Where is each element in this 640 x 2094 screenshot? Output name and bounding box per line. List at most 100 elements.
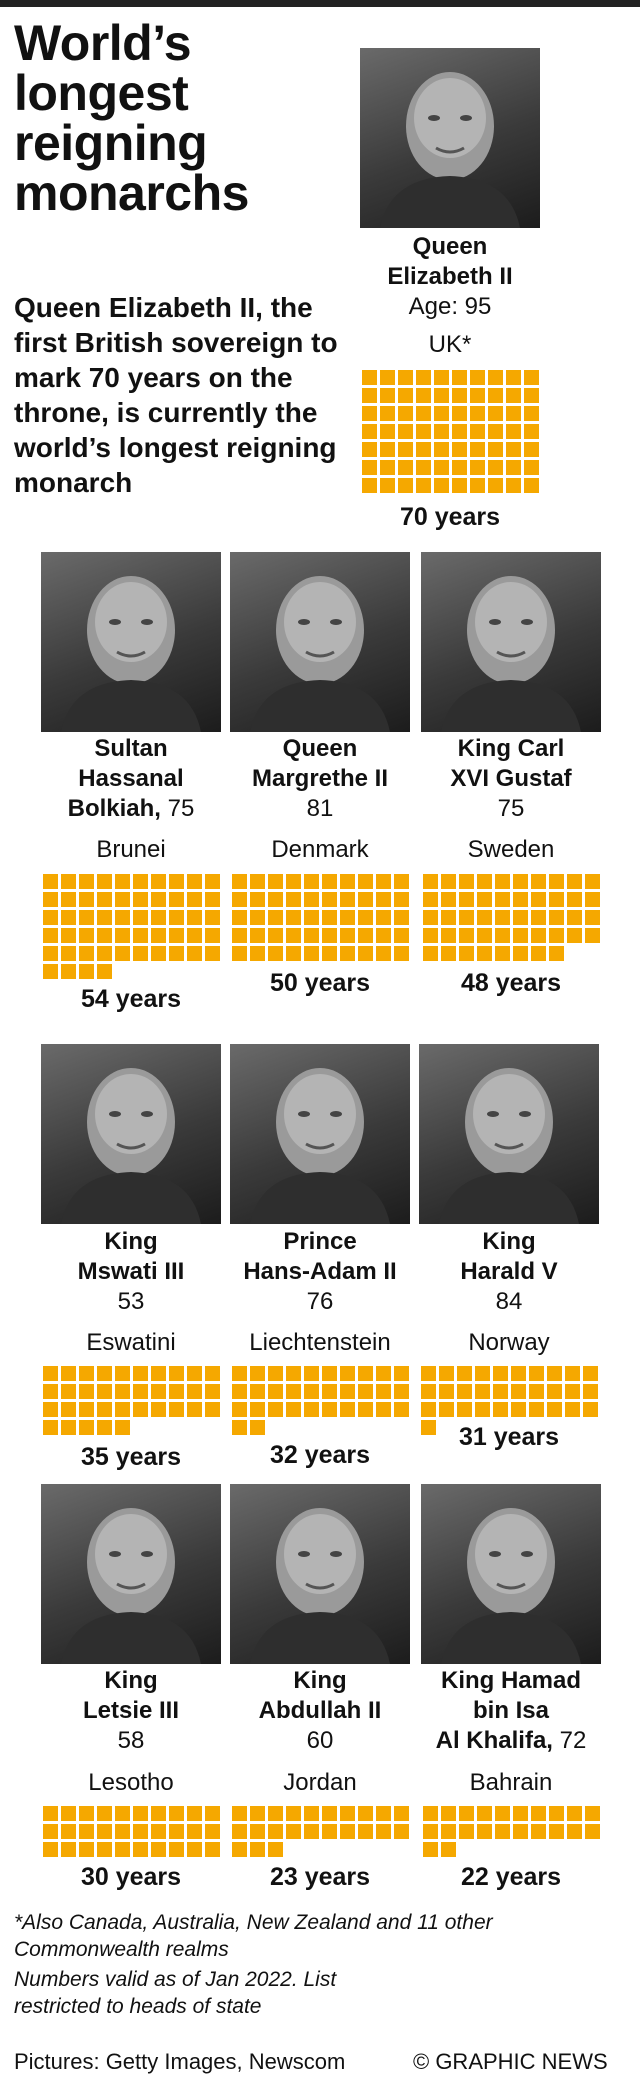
year-square (530, 892, 546, 907)
year-square (150, 1806, 166, 1821)
year-square (60, 1824, 76, 1839)
monarch-name-eswatini: King Mswati III 53 (77, 1228, 185, 1315)
portrait-photo-denmark (230, 552, 410, 732)
year-square (60, 1420, 76, 1435)
year-square (114, 1366, 130, 1381)
year-square (96, 1806, 112, 1821)
year-square (204, 910, 220, 925)
year-square (375, 892, 391, 907)
year-square (523, 370, 539, 385)
years-label-bahrain: 22 years (460, 1863, 562, 1891)
year-square (469, 460, 485, 475)
year-square (510, 1402, 526, 1417)
year-square (285, 1824, 301, 1839)
year-square (564, 1366, 580, 1381)
year-square (339, 1366, 355, 1381)
year-square (494, 892, 510, 907)
year-square (78, 1366, 94, 1381)
year-square (42, 1384, 58, 1399)
year-square (150, 874, 166, 889)
country-label-brunei: Brunei (96, 836, 166, 863)
year-square (397, 424, 413, 439)
year-square (321, 892, 337, 907)
year-square (168, 1402, 184, 1417)
year-square (393, 928, 409, 943)
year-square (339, 910, 355, 925)
year-square (456, 1384, 472, 1399)
year-square (267, 946, 283, 961)
year-square (168, 946, 184, 961)
year-square (438, 1402, 454, 1417)
year-square (78, 910, 94, 925)
year-square (510, 1384, 526, 1399)
year-square (339, 1402, 355, 1417)
year-square (379, 370, 395, 385)
year-square (339, 874, 355, 889)
year-square (505, 406, 521, 421)
year-square (523, 478, 539, 493)
year-square (267, 1806, 283, 1821)
year-square (267, 910, 283, 925)
year-square (548, 946, 564, 961)
year-square (512, 946, 528, 961)
year-square (476, 892, 492, 907)
year-square (375, 1384, 391, 1399)
year-square (267, 1402, 283, 1417)
year-square (530, 1806, 546, 1821)
year-square (285, 928, 301, 943)
year-square (96, 946, 112, 961)
year-square (78, 1824, 94, 1839)
year-square (285, 892, 301, 907)
year-square (476, 874, 492, 889)
year-square (168, 1806, 184, 1821)
year-square (321, 874, 337, 889)
year-square (303, 1824, 319, 1839)
year-square (548, 892, 564, 907)
year-square (357, 1384, 373, 1399)
year-square (357, 892, 373, 907)
year-square (584, 1806, 600, 1821)
year-square (584, 910, 600, 925)
year-square (186, 892, 202, 907)
year-square (357, 928, 373, 943)
year-square (487, 388, 503, 403)
year-square (375, 928, 391, 943)
country-label-lesotho: Lesotho (88, 1769, 174, 1796)
year-square (150, 1366, 166, 1381)
year-square (393, 1824, 409, 1839)
year-square (150, 1384, 166, 1399)
year-square (582, 1366, 598, 1381)
year-square (458, 1806, 474, 1821)
year-square (303, 1402, 319, 1417)
year-square (285, 1366, 301, 1381)
year-square (361, 370, 377, 385)
year-square (231, 1806, 247, 1821)
year-square (433, 460, 449, 475)
year-square (249, 910, 265, 925)
year-square (321, 1402, 337, 1417)
year-square (96, 874, 112, 889)
year-square (582, 1402, 598, 1417)
year-square (487, 370, 503, 385)
country-label-bahrain: Bahrain (469, 1769, 553, 1796)
year-square (433, 406, 449, 421)
year-square (150, 928, 166, 943)
year-square (440, 946, 456, 961)
years-label-lesotho: 30 years (80, 1863, 182, 1891)
year-square (397, 406, 413, 421)
year-square (114, 946, 130, 961)
year-square (440, 1842, 456, 1857)
year-square (487, 406, 503, 421)
year-square (60, 892, 76, 907)
monarch-name-sweden: King Carl XVI Gustaf 75 (450, 735, 572, 822)
year-square (168, 1384, 184, 1399)
year-square (361, 424, 377, 439)
year-square (168, 1842, 184, 1857)
year-square (456, 1366, 472, 1381)
year-square (186, 1366, 202, 1381)
year-square (96, 1842, 112, 1857)
year-square (339, 1384, 355, 1399)
year-square (528, 1384, 544, 1399)
year-square (168, 1824, 184, 1839)
year-square (397, 370, 413, 385)
